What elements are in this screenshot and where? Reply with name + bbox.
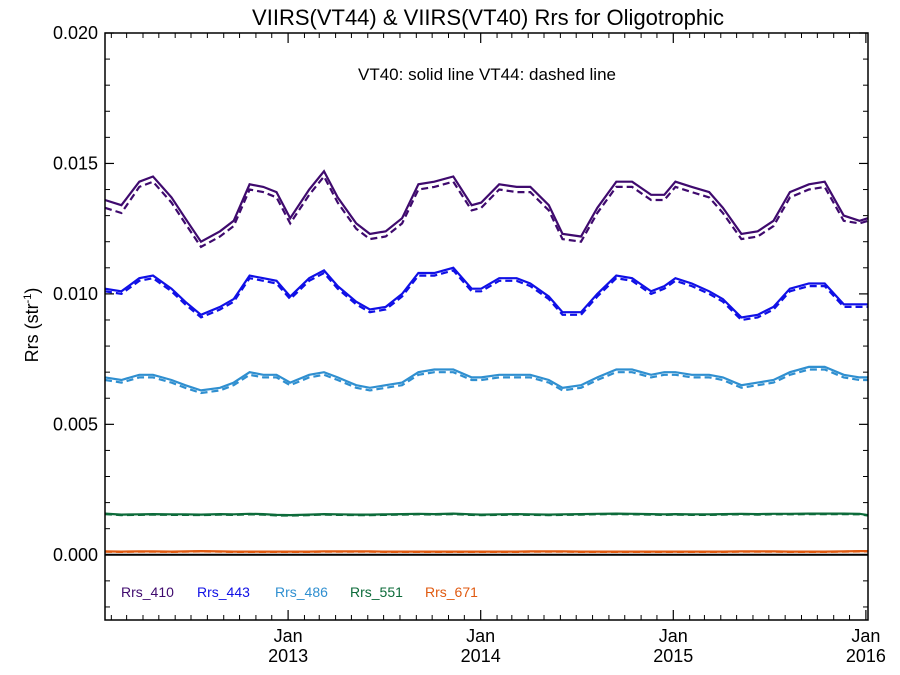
series-Rrs_443 [105, 266, 868, 322]
y-axis-label-text: Rrs (str [22, 303, 42, 362]
x-tick-month-label: Jan [851, 626, 880, 646]
series-line-vt44-Rrs_486 [105, 368, 868, 395]
x-tick-year-label: 2016 [846, 646, 886, 666]
series-line-vt40-Rrs_410 [105, 169, 868, 244]
x-tick-year-label: 2015 [653, 646, 693, 666]
series-line-vt40-Rrs_443 [105, 266, 868, 319]
legend-entry-Rrs_671: Rrs_671 [425, 584, 478, 600]
y-axis-label-close: ) [22, 288, 42, 294]
y-tick-label: 0.005 [53, 414, 98, 434]
x-tick-month-label: Jan [274, 626, 303, 646]
x-tick-year-label: 2013 [268, 646, 308, 666]
series-line-vt40-Rrs_671 [105, 549, 868, 553]
x-tick-year-label: 2014 [461, 646, 501, 666]
x-tick-month-label: Jan [659, 626, 688, 646]
legend-entry-Rrs_551: Rrs_551 [350, 584, 403, 600]
y-tick-label: 0.015 [53, 153, 98, 173]
legend-entry-Rrs_410: Rrs_410 [121, 584, 174, 600]
series-line-vt44-Rrs_443 [105, 269, 868, 322]
line-style-annotation: VT40: solid line VT44: dashed line [358, 65, 616, 84]
y-axis-label-superscript: -1 [22, 294, 34, 304]
series-line-vt44-Rrs_410 [105, 174, 868, 249]
legend-entry-Rrs_443: Rrs_443 [197, 584, 250, 600]
y-tick-label: 0.010 [53, 284, 98, 304]
x-tick-month-label: Jan [466, 626, 495, 646]
y-tick-label: 0.020 [53, 23, 98, 43]
plot-frame [104, 32, 869, 621]
series-Rrs_671 [105, 549, 868, 554]
svg-text:Rrs (str-1): Rrs (str-1) [22, 288, 42, 363]
chart-title: VIIRS(VT44) & VIIRS(VT40) Rrs for Oligot… [252, 5, 724, 30]
series-Rrs_551 [105, 512, 868, 517]
series-line-vt40-Rrs_551 [105, 512, 868, 517]
y-tick-label: 0.000 [53, 545, 98, 565]
y-axis-label: Rrs (str-1) [22, 288, 42, 363]
series-Rrs_410 [105, 169, 868, 249]
series-line-vt40-Rrs_486 [105, 365, 868, 392]
series-Rrs_486 [105, 365, 868, 395]
legend-entry-Rrs_486: Rrs_486 [275, 584, 328, 600]
